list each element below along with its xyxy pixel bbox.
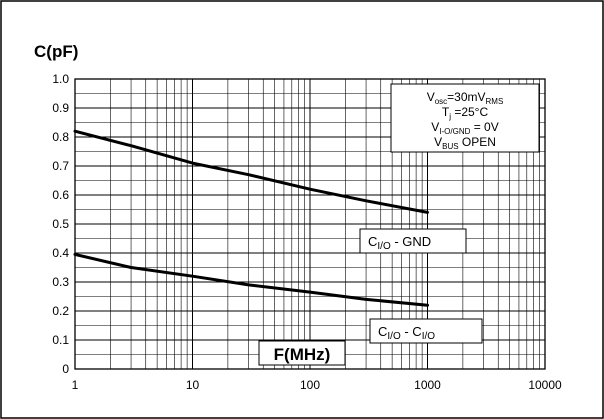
x-axis-label: F(MHz) <box>274 345 331 364</box>
conditions-box <box>390 83 540 153</box>
series-line-io-io <box>73 252 429 307</box>
condition-line: VBUS OPEN <box>434 135 496 151</box>
y-tick-label: 0.4 <box>52 246 69 260</box>
x-tick-label: 10000 <box>528 378 562 392</box>
condition-line: VI-O/GND = 0V <box>431 120 498 136</box>
data-series <box>73 129 429 307</box>
series-line-gnd <box>73 129 429 214</box>
y-tick-label: 0.6 <box>52 188 69 202</box>
condition-line: Vosc=30mVRMS <box>427 90 504 106</box>
x-tick-label: 10 <box>186 378 200 392</box>
series-label-io-io-box <box>369 318 483 344</box>
y-tick-label: 0.8 <box>52 130 69 144</box>
y-tick-label: 0.9 <box>52 101 69 115</box>
y-tick-label: 0.3 <box>52 275 69 289</box>
series-label-gnd: CI/O - GND <box>368 234 431 252</box>
condition-line: Tj =25°C <box>442 105 489 121</box>
y-tick-label: 0.1 <box>52 333 69 347</box>
chart-title: C(pF) <box>34 42 78 61</box>
y-tick-label: 0.5 <box>52 217 69 231</box>
y-tick-label: 0.2 <box>52 304 69 318</box>
chart-labels: C(pF) F(MHz) <box>34 42 346 366</box>
xlabel-background <box>258 340 346 366</box>
tick-labels: 0 0.1 0.2 0.3 0.4 0.5 0.6 0.7 0.8 0.9 1.0 1 10 100 100… <box>52 72 562 392</box>
series-label-io-io: CI/O - CI/O <box>378 324 435 342</box>
x-tick-label: 1 <box>72 378 79 392</box>
plot-area-border <box>74 78 546 370</box>
y-tick-label: 0.7 <box>52 159 69 173</box>
x-tick-label: 1000 <box>414 378 441 392</box>
y-tick-label: 1.0 <box>52 72 69 86</box>
series-label-gnd-box <box>359 228 467 254</box>
x-tick-label: 100 <box>300 378 320 392</box>
y-tick-label: 0 <box>62 362 69 376</box>
